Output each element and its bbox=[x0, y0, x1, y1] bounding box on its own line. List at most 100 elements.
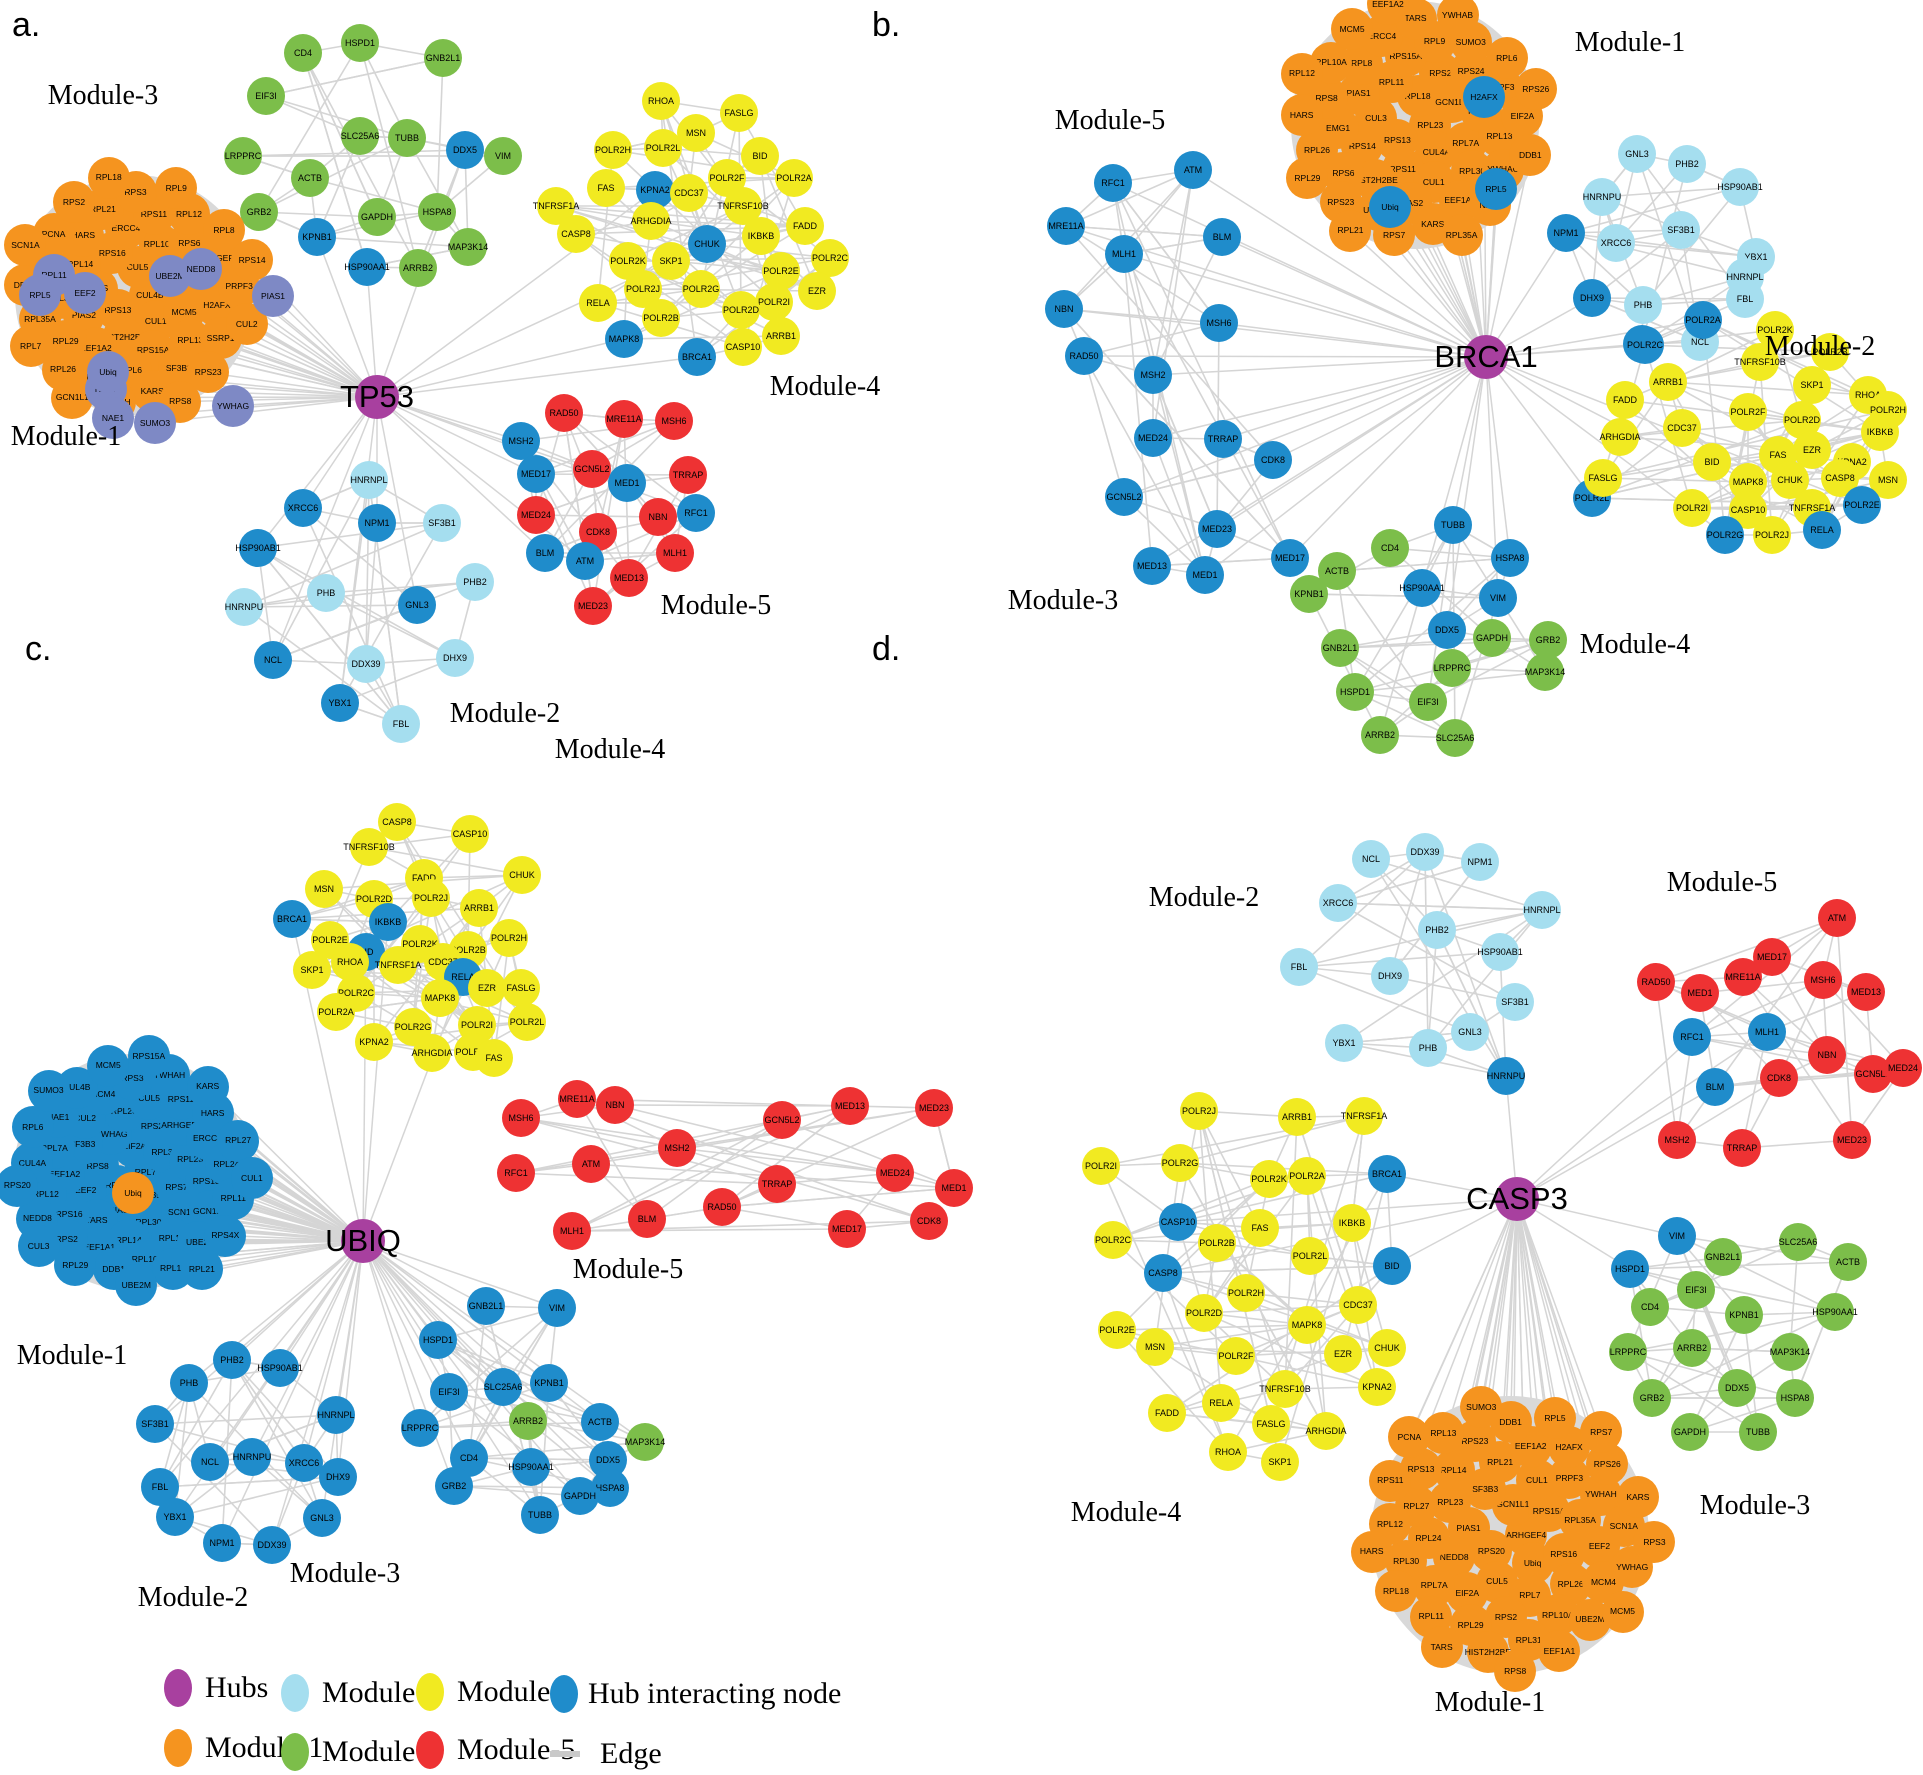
module-label: Module-2 bbox=[137, 1582, 249, 1613]
network-node: ACTB bbox=[581, 1403, 619, 1441]
network-node: RPL6 bbox=[1485, 37, 1528, 80]
node-label: EEF1A2 bbox=[48, 1169, 81, 1180]
node-label: RPS16 bbox=[1550, 1548, 1578, 1559]
node-label: MED1 bbox=[1192, 569, 1218, 580]
node-label: RELA bbox=[1209, 1397, 1233, 1408]
node-label: MRE11A bbox=[1725, 971, 1761, 982]
network-node: PCNA bbox=[1388, 1415, 1431, 1458]
node-label: CASP10 bbox=[725, 341, 761, 352]
node-label: MCM4 bbox=[90, 1088, 116, 1099]
node-label: CUL3 bbox=[1365, 113, 1387, 124]
edge bbox=[154, 1423, 305, 1464]
network-node: EZR bbox=[468, 969, 506, 1007]
edge bbox=[1485, 232, 1567, 358]
node-label: RPL12 bbox=[1289, 68, 1316, 79]
edge bbox=[376, 338, 625, 398]
node-label: KARS bbox=[1421, 218, 1445, 229]
node-label: UBE2M bbox=[1575, 1614, 1605, 1625]
node-label: RPS20 bbox=[3, 1180, 31, 1191]
node-label: HSPA8 bbox=[1780, 1392, 1810, 1403]
network-node: GNL3 bbox=[1451, 1013, 1489, 1051]
edge bbox=[1179, 1115, 1365, 1164]
network-node: EZR bbox=[1324, 1335, 1362, 1373]
node-label: EEF1A1 bbox=[83, 1241, 116, 1252]
node-label: RPS23 bbox=[1327, 196, 1355, 207]
node-label: CD4 bbox=[293, 47, 312, 58]
node-label: CDK8 bbox=[1260, 454, 1285, 465]
network-node: HSPD1 bbox=[341, 24, 379, 62]
network-node: EIF3I bbox=[1409, 683, 1447, 721]
node-label: GAPDH bbox=[1673, 1426, 1706, 1437]
node-label: GCN5L2 bbox=[764, 1114, 800, 1125]
node-label: BLM bbox=[535, 547, 555, 558]
network-node: MSH6 bbox=[655, 402, 693, 440]
network-node: HSP90AB1 bbox=[1717, 168, 1763, 206]
node-label: MAP3K14 bbox=[624, 1436, 666, 1447]
network-node: FADD bbox=[786, 207, 824, 245]
edge bbox=[1112, 182, 1220, 324]
node-label: RPL24 bbox=[1415, 1532, 1442, 1543]
hub-label: UBIQ bbox=[325, 1223, 401, 1258]
node-label: POLR2F bbox=[709, 172, 745, 183]
network-node: GNB2L1 bbox=[1704, 1238, 1742, 1276]
edge bbox=[362, 1240, 601, 1423]
node-label: NBN bbox=[1054, 303, 1074, 314]
node-label: RPS13 bbox=[104, 304, 132, 315]
node-label: CDC37 bbox=[1343, 1299, 1373, 1310]
node-label: GRB2 bbox=[246, 206, 272, 217]
node-label: DHX9 bbox=[1579, 292, 1604, 303]
node-label: GAPDH bbox=[563, 1490, 596, 1501]
node-label: NPM1 bbox=[1553, 227, 1579, 238]
node-label: CASP8 bbox=[382, 816, 412, 827]
edge bbox=[1624, 399, 1749, 511]
node-label: IKBKB bbox=[374, 916, 402, 927]
node-label: RFC1 bbox=[504, 1167, 528, 1178]
node-label: EEF1A1 bbox=[1444, 195, 1477, 206]
node-label: XRCC6 bbox=[288, 1457, 320, 1468]
network-node: SKP1 bbox=[1261, 1443, 1299, 1481]
node-label: MED13 bbox=[834, 1100, 865, 1111]
edge bbox=[243, 581, 476, 608]
node-label: CASP8 bbox=[561, 228, 591, 239]
node-label: POLR2F bbox=[1730, 406, 1766, 417]
edge bbox=[243, 606, 402, 725]
network-node: POLR2K bbox=[1250, 1160, 1288, 1198]
edge bbox=[376, 396, 537, 475]
edge bbox=[1619, 419, 1803, 438]
edge bbox=[221, 1240, 364, 1544]
network-node: KPNB1 bbox=[1290, 575, 1328, 613]
node-label: LRPPRC bbox=[224, 150, 262, 161]
edge bbox=[592, 418, 625, 607]
node-label: BLM bbox=[1705, 1081, 1725, 1092]
node-label: MED1 bbox=[941, 1182, 967, 1193]
module-label: Module-4 bbox=[554, 734, 666, 765]
network-node: MCM5 bbox=[87, 1044, 130, 1087]
node-label: EEF2 bbox=[75, 1185, 97, 1196]
edge bbox=[1485, 344, 1646, 358]
node-label: POLR2A bbox=[776, 172, 812, 183]
network-node: GAPDH bbox=[1671, 1413, 1709, 1451]
network-node: CASP8 bbox=[557, 215, 595, 253]
edge bbox=[1421, 356, 1487, 589]
node-label: RFC1 bbox=[1101, 177, 1125, 188]
network-node: BID bbox=[1693, 443, 1731, 481]
node-label: RPL11 bbox=[220, 1193, 246, 1204]
network-node: MED24 bbox=[517, 496, 555, 534]
panel-letter: a. bbox=[12, 6, 41, 44]
node-label: SLC25A6 bbox=[483, 1381, 523, 1392]
node-label: RPS3 bbox=[1643, 1536, 1666, 1547]
node-label: POLR2H bbox=[490, 932, 527, 943]
network-node: FASLG bbox=[502, 969, 540, 1007]
node-label: RPL35A bbox=[1445, 229, 1478, 240]
node-label: RPL13 bbox=[1486, 130, 1513, 141]
edge bbox=[1152, 356, 1487, 439]
network-node: SF3B1 bbox=[136, 1405, 174, 1443]
edge bbox=[1509, 1198, 1518, 1423]
edge bbox=[1100, 1115, 1365, 1167]
network-node: MSH2 bbox=[502, 422, 540, 460]
network-node: MLH1 bbox=[1105, 235, 1143, 273]
network-node: HSPA8 bbox=[418, 193, 456, 231]
edge bbox=[376, 396, 418, 606]
node-label: HSPD1 bbox=[422, 1334, 453, 1345]
node-label: RPS3 bbox=[124, 186, 147, 197]
